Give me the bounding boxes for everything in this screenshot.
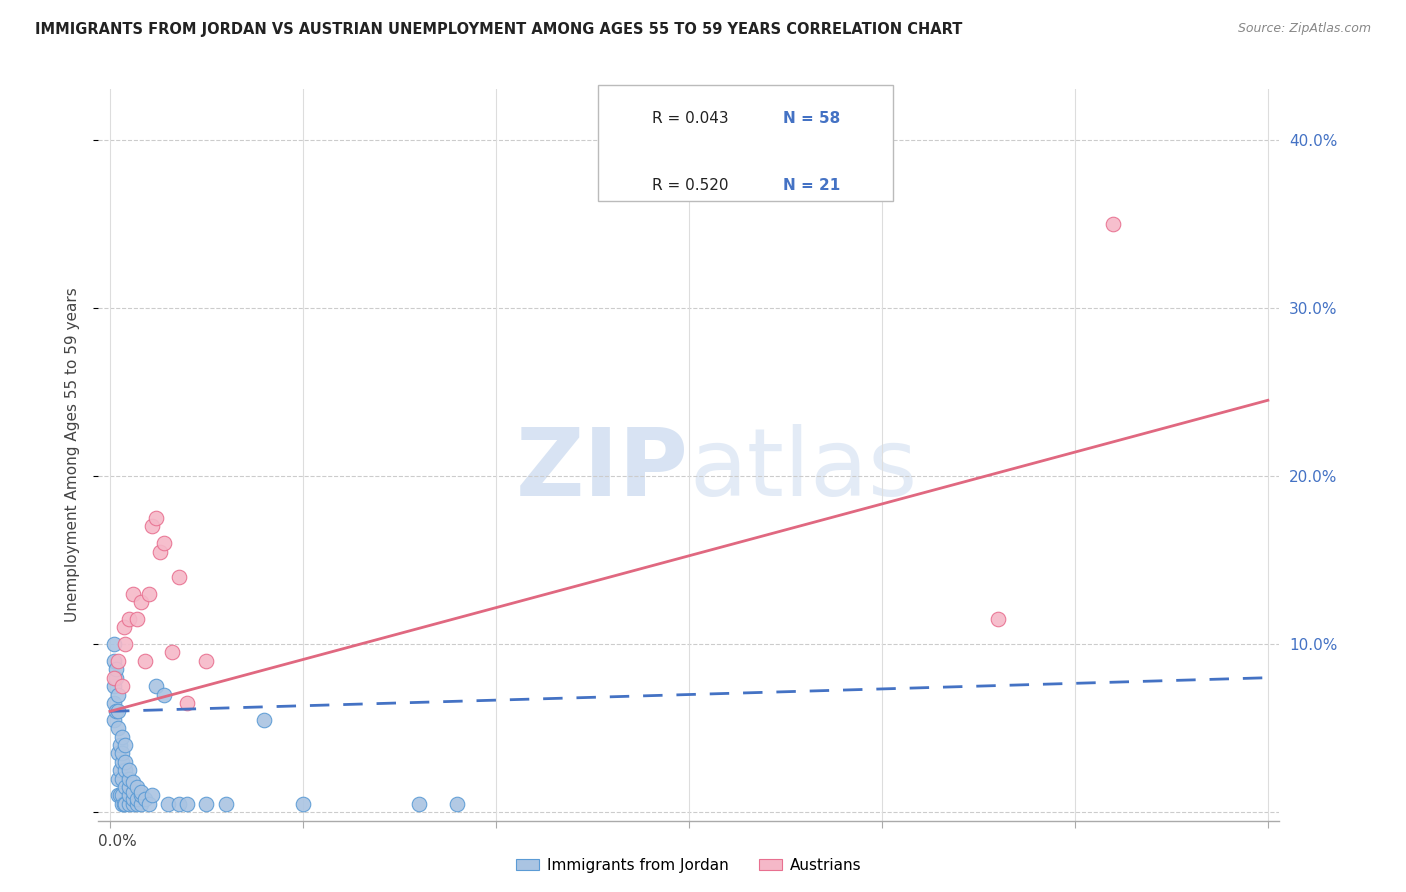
- Point: [125, 612, 148, 626]
- Point: [114, 763, 136, 777]
- Point: [110, 679, 132, 693]
- Point: [118, 797, 141, 811]
- Point: [110, 730, 132, 744]
- Point: [114, 755, 136, 769]
- Text: IMMIGRANTS FROM JORDAN VS AUSTRIAN UNEMPLOYMENT AMONG AGES 55 TO 59 YEARS CORREL: IMMIGRANTS FROM JORDAN VS AUSTRIAN UNEMP…: [35, 22, 963, 37]
- Point: [134, 791, 156, 805]
- Point: [114, 738, 136, 752]
- Point: [110, 747, 132, 761]
- Point: [103, 696, 125, 710]
- Point: [291, 797, 314, 811]
- Point: [253, 713, 276, 727]
- Text: atlas: atlas: [689, 424, 917, 516]
- Point: [125, 797, 148, 811]
- Point: [169, 797, 191, 811]
- Point: [107, 704, 129, 718]
- Point: [122, 791, 145, 805]
- Point: [215, 797, 238, 811]
- Point: [149, 544, 172, 558]
- Point: [176, 696, 198, 710]
- Point: [107, 654, 129, 668]
- Point: [141, 789, 163, 803]
- Text: ZIP: ZIP: [516, 424, 689, 516]
- Point: [108, 738, 131, 752]
- Point: [118, 763, 141, 777]
- Point: [176, 797, 198, 811]
- Y-axis label: Unemployment Among Ages 55 to 59 years: Unemployment Among Ages 55 to 59 years: [65, 287, 80, 623]
- Point: [118, 789, 141, 803]
- Point: [103, 713, 125, 727]
- Point: [125, 791, 148, 805]
- Point: [118, 780, 141, 794]
- Point: [122, 775, 145, 789]
- Point: [103, 679, 125, 693]
- Point: [129, 595, 152, 609]
- Text: N = 58: N = 58: [783, 111, 841, 126]
- Text: Source: ZipAtlas.com: Source: ZipAtlas.com: [1237, 22, 1371, 36]
- Point: [195, 654, 218, 668]
- Point: [108, 789, 131, 803]
- Point: [118, 772, 141, 786]
- Text: N = 21: N = 21: [783, 178, 841, 193]
- Point: [107, 789, 129, 803]
- Point: [408, 797, 430, 811]
- Point: [118, 612, 141, 626]
- Point: [169, 570, 191, 584]
- Point: [145, 679, 167, 693]
- Point: [112, 620, 135, 634]
- Point: [129, 785, 152, 799]
- Text: 0.0%: 0.0%: [98, 834, 138, 849]
- Point: [104, 671, 127, 685]
- Point: [122, 587, 145, 601]
- Point: [107, 721, 129, 735]
- Point: [1102, 217, 1125, 231]
- Text: R = 0.520: R = 0.520: [652, 178, 728, 193]
- Point: [107, 688, 129, 702]
- Point: [160, 645, 183, 659]
- Point: [110, 797, 132, 811]
- Point: [103, 637, 125, 651]
- Point: [156, 797, 179, 811]
- Point: [153, 536, 176, 550]
- Point: [138, 587, 160, 601]
- Point: [446, 797, 468, 811]
- Point: [195, 797, 218, 811]
- Point: [110, 772, 132, 786]
- Point: [122, 797, 145, 811]
- Point: [112, 797, 135, 811]
- Point: [110, 755, 132, 769]
- Point: [153, 688, 176, 702]
- Point: [125, 780, 148, 794]
- Text: R = 0.043: R = 0.043: [652, 111, 728, 126]
- Point: [114, 637, 136, 651]
- Point: [108, 763, 131, 777]
- Point: [110, 789, 132, 803]
- Point: [987, 612, 1010, 626]
- Point: [104, 704, 127, 718]
- Point: [103, 654, 125, 668]
- Point: [107, 747, 129, 761]
- Point: [114, 780, 136, 794]
- Point: [103, 671, 125, 685]
- Point: [122, 785, 145, 799]
- Point: [141, 519, 163, 533]
- Point: [138, 797, 160, 811]
- Point: [114, 797, 136, 811]
- Point: [129, 797, 152, 811]
- Legend: Immigrants from Jordan, Austrians: Immigrants from Jordan, Austrians: [510, 852, 868, 879]
- Point: [104, 662, 127, 676]
- Point: [145, 511, 167, 525]
- Point: [129, 789, 152, 803]
- Point: [107, 772, 129, 786]
- Point: [134, 654, 156, 668]
